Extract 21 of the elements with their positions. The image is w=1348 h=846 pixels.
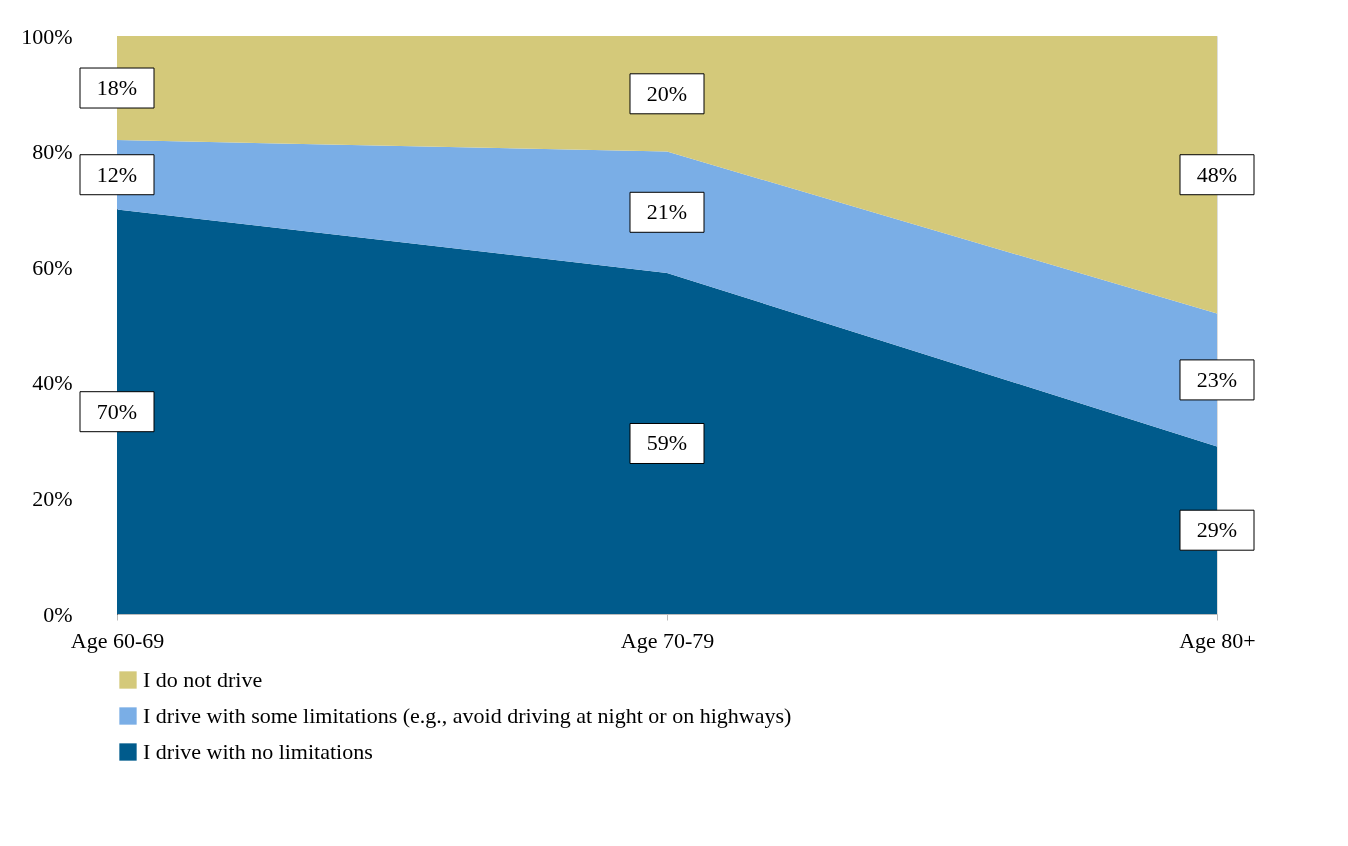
y-tick-label: 80%	[32, 139, 73, 165]
text: 29%	[1196, 517, 1238, 543]
x-tick-label: Age 70-79	[620, 627, 715, 653]
x-tick-label: Age 80+	[1179, 627, 1256, 653]
text: 23%	[1196, 366, 1238, 392]
y-tick-label: 100%	[21, 23, 73, 49]
y-tick-label: 40%	[32, 370, 73, 396]
legend-label: I do not drive	[143, 667, 263, 692]
y-tick-label: 0%	[43, 601, 73, 627]
legend-label: I drive with some limitations (e.g., avoid driving at night or on highways)	[143, 703, 792, 728]
text: 48%	[1196, 161, 1238, 187]
y-tick-label: 20%	[32, 485, 73, 511]
legend-label: I drive with no limitations	[143, 739, 373, 764]
text: 20%	[646, 80, 688, 106]
text: 70%	[96, 398, 138, 424]
x-tick-label: Age 60-69	[70, 627, 165, 653]
y-tick-label: 60%	[32, 254, 73, 280]
text: 18%	[96, 75, 138, 101]
text: 59%	[646, 430, 688, 456]
text: 21%	[646, 199, 688, 225]
text: 12%	[96, 161, 138, 187]
